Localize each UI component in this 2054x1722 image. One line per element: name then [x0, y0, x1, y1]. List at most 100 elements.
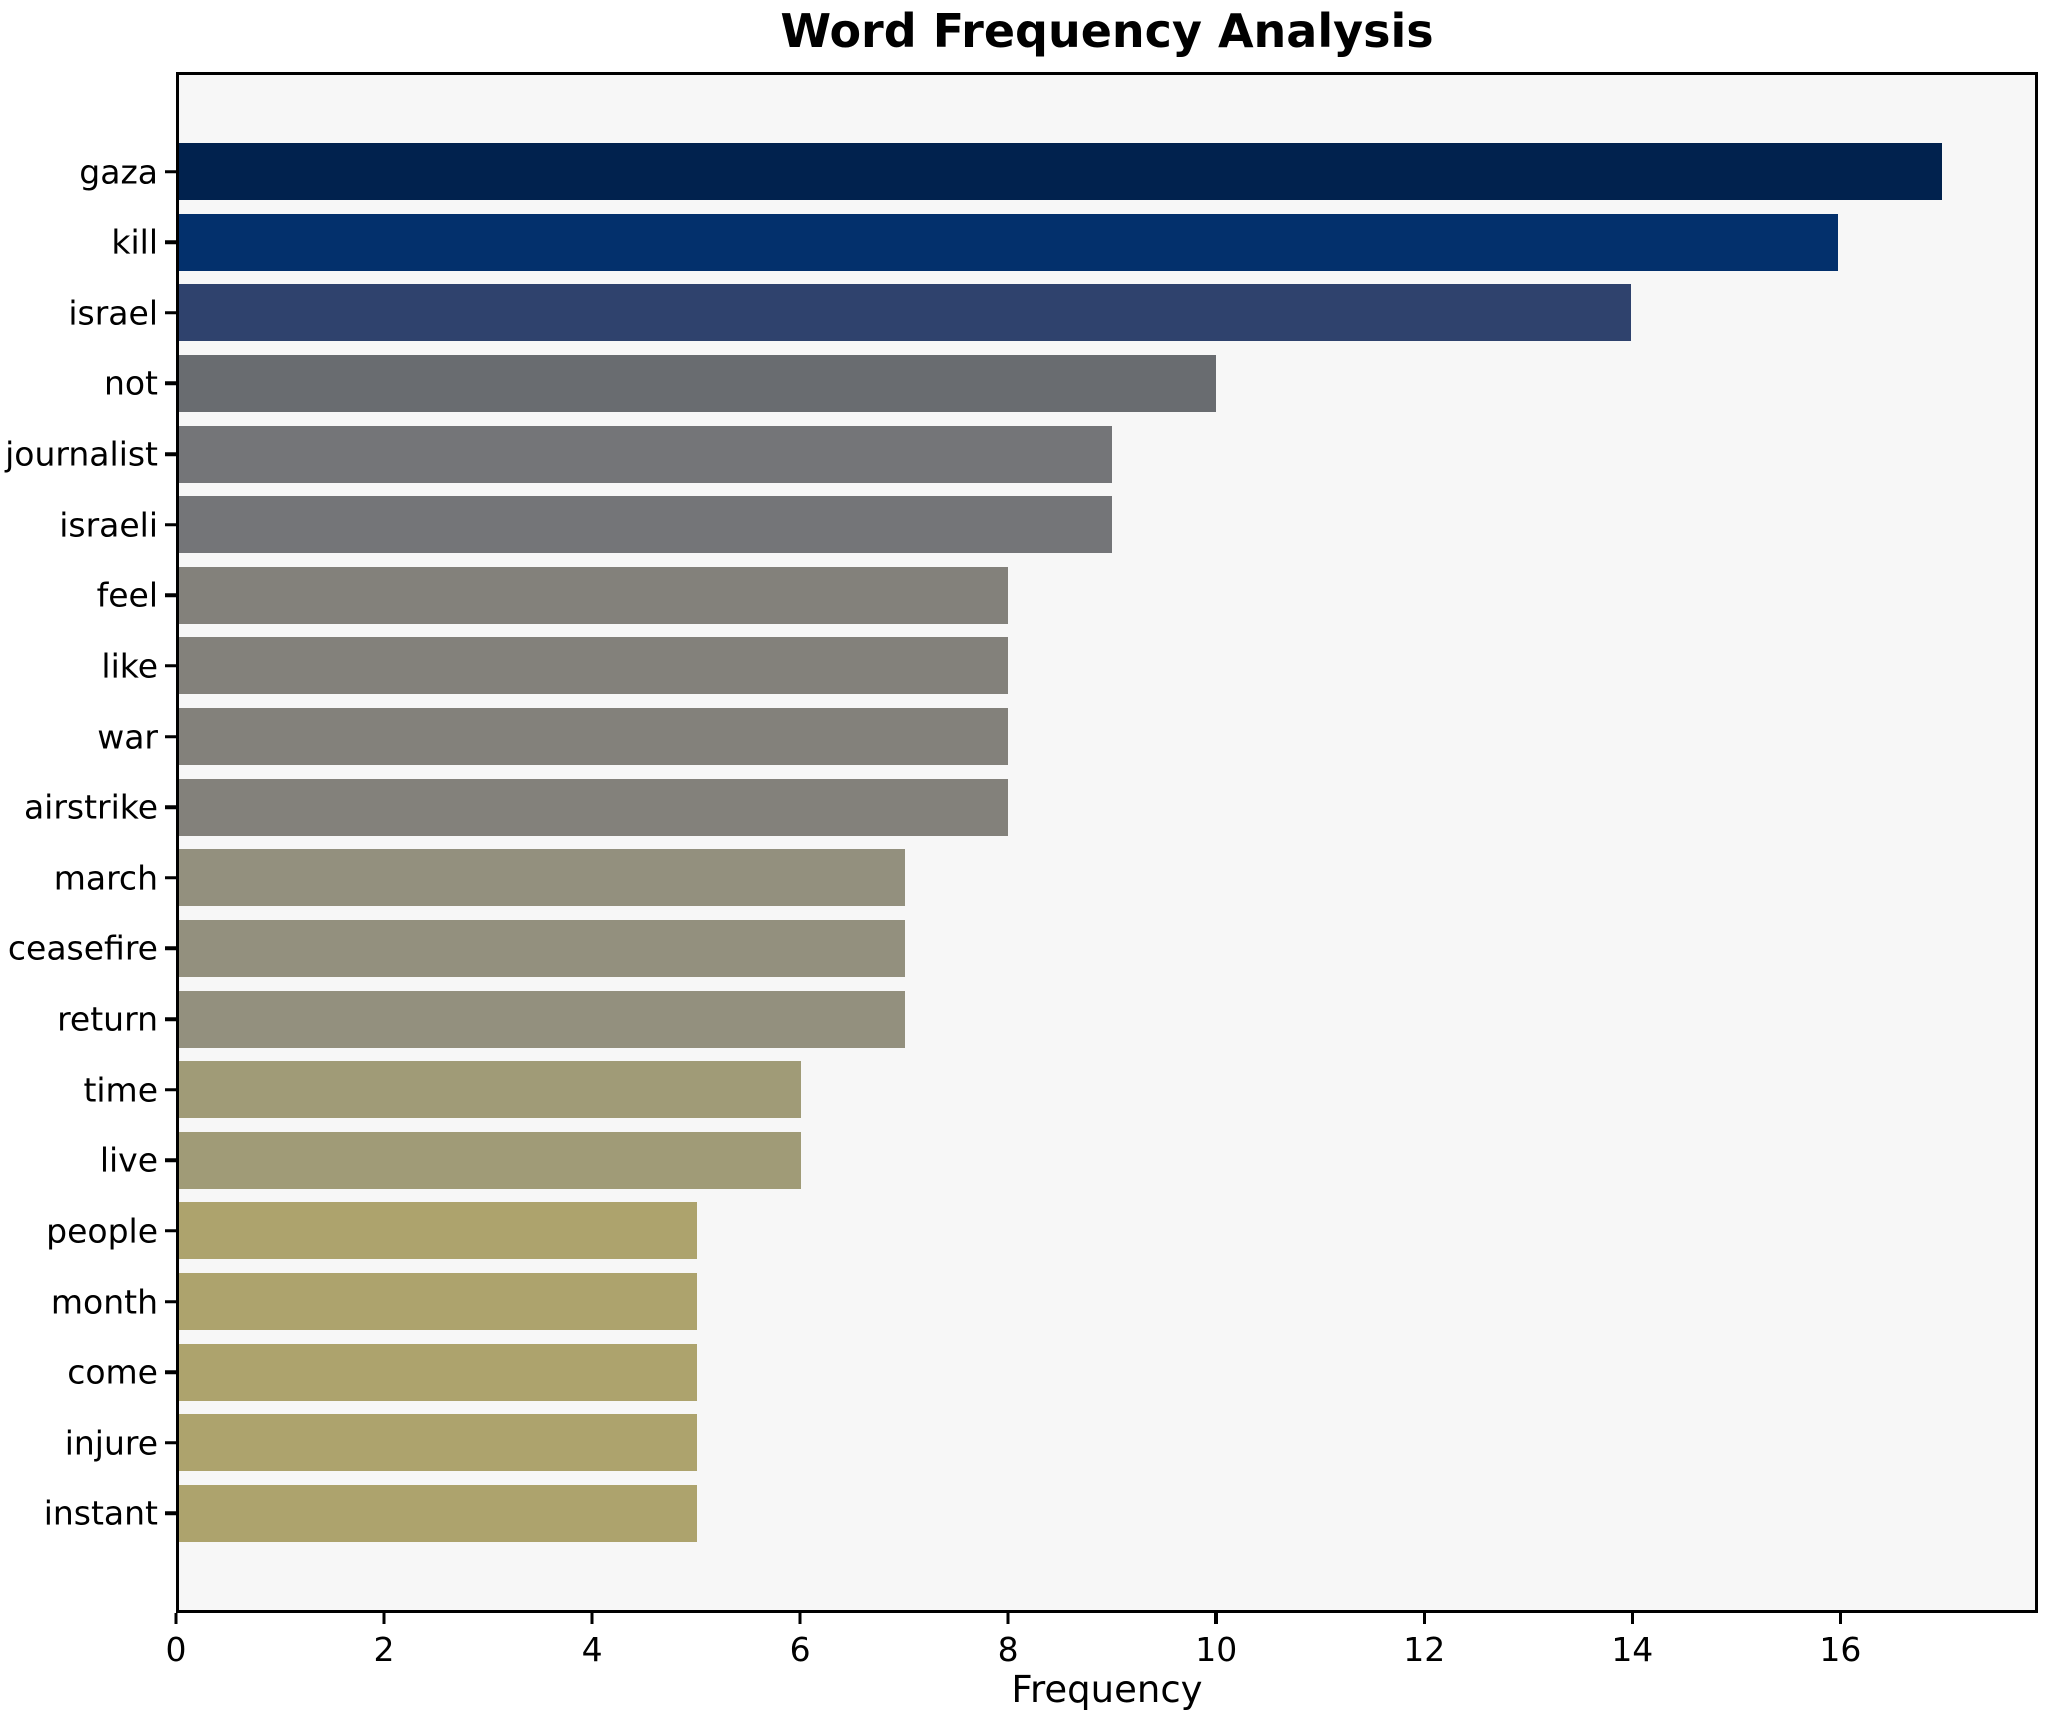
y-tick-mark — [165, 1299, 176, 1304]
bar-row: war — [97, 708, 2035, 765]
y-tick-label: feel — [96, 575, 158, 615]
x-tick-label: 14 — [1611, 1630, 1654, 1669]
y-tick-mark — [165, 805, 176, 809]
y-tick-mark — [165, 1158, 176, 1162]
bar-row: ceasefire — [8, 919, 2035, 977]
y-tick-label: ceasefire — [7, 928, 158, 968]
bar-ceasefire — [179, 919, 905, 977]
y-tick-label: kill — [111, 222, 158, 262]
x-tick-label: 12 — [1403, 1630, 1446, 1669]
x-tick-label: 16 — [1819, 1630, 1862, 1669]
x-tick-mark — [1214, 1613, 1218, 1624]
x-tick-label: 10 — [1195, 1630, 1238, 1669]
bar-row: come — [67, 1343, 2035, 1401]
y-tick-mark — [165, 240, 176, 244]
bar-row: month — [51, 1273, 2035, 1330]
bar-war — [179, 708, 1009, 765]
y-tick-mark — [165, 1017, 176, 1021]
y-tick-mark — [165, 664, 176, 668]
x-tick-mark — [1006, 1613, 1010, 1624]
x-tick: 8 — [998, 1613, 1019, 1666]
y-tick-mark — [165, 452, 176, 456]
plot-area: gaza kill israel not journalist israeli feel li… — [5, 72, 2038, 1613]
y-tick-mark — [165, 593, 176, 597]
x-tick: 4 — [582, 1613, 603, 1666]
chart-title: Word Frequency Analysis — [780, 4, 1434, 58]
x-tick-label: 0 — [165, 1630, 187, 1669]
bar-row: journalist — [5, 425, 2035, 483]
bar-row: not — [104, 354, 2035, 412]
y-tick-mark — [165, 1087, 176, 1092]
bar-row: feel — [97, 566, 2035, 624]
x-tick-mark — [1838, 1613, 1843, 1624]
y-tick-label: airstrike — [23, 787, 158, 827]
x-tick-mark — [382, 1613, 386, 1624]
bar-march — [179, 849, 905, 907]
y-tick-label: come — [67, 1352, 158, 1392]
bar-live — [179, 1131, 802, 1189]
x-tick-mark — [1422, 1613, 1427, 1624]
x-tick-mark — [1630, 1613, 1635, 1624]
bar-return — [179, 990, 905, 1048]
bar-gaza — [179, 143, 1942, 200]
bar-journalist — [179, 425, 1113, 483]
y-tick-label: like — [101, 646, 158, 686]
y-tick-mark — [165, 734, 176, 739]
y-tick-mark — [165, 1370, 176, 1374]
bar-injure — [179, 1414, 698, 1472]
x-axis: 0 2 4 6 8 10 12 14 16 — [166, 1613, 2038, 1703]
y-tick-label: march — [53, 858, 158, 898]
bar-row: return — [57, 990, 2035, 1048]
y-tick-label: month — [50, 1282, 158, 1321]
y-tick-mark — [165, 381, 176, 386]
y-tick-mark — [165, 1229, 176, 1233]
bar-row: march — [54, 849, 2035, 907]
x-tick-label: 4 — [581, 1630, 603, 1669]
y-tick-label: israel — [68, 293, 158, 333]
bar-israel — [179, 284, 1631, 342]
x-tick-label: 6 — [789, 1630, 811, 1669]
x-axis-title: Frequency — [1011, 1668, 1203, 1711]
y-tick-label: journalist — [5, 434, 158, 474]
bar-israeli — [179, 496, 1113, 554]
bar-row: injure — [65, 1414, 2035, 1472]
bar-feel — [179, 566, 1009, 624]
y-tick-label: israeli — [59, 505, 158, 545]
y-tick-label: people — [46, 1211, 158, 1251]
bar-kill — [179, 213, 1838, 271]
y-tick-label: war — [97, 717, 158, 756]
y-tick-mark — [165, 169, 176, 174]
bar-row: people — [46, 1202, 2035, 1260]
bar-row: gaza — [79, 143, 2035, 200]
bar-airstrike — [179, 778, 1009, 836]
bar-row: instant — [44, 1484, 2035, 1542]
bar-row: israel — [68, 284, 2035, 342]
x-tick: 14 — [1611, 1613, 1653, 1666]
x-tick-mark — [174, 1613, 178, 1624]
x-tick-label: 8 — [997, 1630, 1019, 1669]
y-tick-label: live — [99, 1140, 158, 1180]
x-tick-label: 2 — [373, 1630, 395, 1669]
x-tick: 10 — [1195, 1613, 1237, 1666]
y-tick-label: return — [57, 999, 158, 1039]
bar-month — [179, 1273, 698, 1330]
bar-row: live — [100, 1131, 2035, 1189]
bar-come — [179, 1343, 698, 1401]
y-tick-label: instant — [43, 1493, 158, 1533]
x-tick-mark — [798, 1613, 802, 1624]
x-tick: 12 — [1403, 1613, 1445, 1666]
bar-row: time — [83, 1061, 2035, 1119]
y-tick-label: gaza — [79, 152, 158, 191]
x-tick-mark — [590, 1613, 594, 1624]
y-tick-label: injure — [64, 1423, 158, 1463]
y-tick-mark — [165, 946, 176, 951]
bar-row: kill — [111, 213, 2035, 271]
y-tick-label: time — [83, 1070, 158, 1110]
y-tick-mark — [165, 1511, 176, 1516]
y-tick-label: not — [103, 363, 158, 403]
y-tick-mark — [165, 522, 176, 527]
bar-like — [179, 637, 1009, 695]
bar-row: airstrike — [24, 778, 2035, 836]
x-tick: 6 — [790, 1613, 811, 1666]
